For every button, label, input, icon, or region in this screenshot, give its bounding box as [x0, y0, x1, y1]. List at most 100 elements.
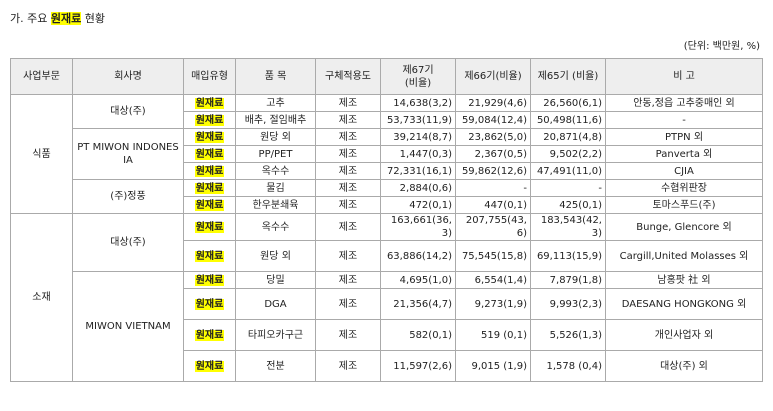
type-cell: 원재료 — [183, 271, 236, 289]
period-67-cell: 4,695(1,0) — [380, 271, 456, 289]
note-cell: 남홍팟 社 외 — [605, 271, 763, 289]
division-cell: 소재 — [10, 213, 73, 382]
table-row: (주)정풍 원재료 물김 제조 2,884(0,6) - - 수협위판장 — [11, 179, 763, 214]
period-65-cell: 26,560(6,1) — [530, 94, 606, 112]
header-period-66: 제66기(비율) — [455, 58, 531, 95]
note-cell: CJIA — [605, 162, 763, 180]
item-cell: 원당 외 — [235, 240, 316, 272]
item-cell: 옥수수 — [235, 162, 316, 180]
header-division: 사업부문 — [10, 58, 73, 95]
item-cell: 당밀 — [235, 271, 316, 289]
table-row: 원재료 전분 제조 11,597(2,6) 9,015 (1,9) 1,578 … — [11, 350, 763, 382]
type-cell: 원재료 — [183, 179, 236, 197]
note-cell: Cargill,United Molasses 외 — [605, 240, 763, 272]
note-cell: 토마스푸드(주) — [605, 196, 763, 214]
period-65-cell: 5,526(1,3) — [530, 319, 606, 351]
period-67-cell: 582(0,1) — [380, 319, 456, 351]
use-cell: 제조 — [315, 350, 381, 382]
type-cell: 원재료 — [183, 94, 236, 112]
table-row: 원재료 옥수수 제조 72,331(16,1) 59,862(12,6) 47,… — [11, 162, 763, 180]
note-cell: DAESANG HONGKONG 외 — [605, 288, 763, 320]
period-66-cell: 9,273(1,9) — [455, 288, 531, 320]
company-cell: MIWON VIETNAM — [72, 271, 184, 382]
period-65-cell: 1,578 (0,4) — [530, 350, 606, 382]
raw-material-table: 사업부문 회사명 매입유형 품 목 구체적용도 제67기 (비율) 제66기(비… — [10, 58, 763, 382]
period-67-cell: 2,884(0,6) — [380, 179, 456, 197]
section-title-highlight: 원재료 — [50, 12, 82, 25]
company-cell: 대상(주) — [72, 213, 184, 272]
period-66-cell: 6,554(1,4) — [455, 271, 531, 289]
type-cell: 원재료 — [183, 111, 236, 129]
table-row: 원재료 DGA 제조 21,356(4,7) 9,273(1,9) 9,993(… — [11, 288, 763, 320]
item-cell: 전분 — [235, 350, 316, 382]
period-67-cell: 21,356(4,7) — [380, 288, 456, 320]
header-row: 사업부문 회사명 매입유형 품 목 구체적용도 제67기 (비율) 제66기(비… — [10, 58, 763, 95]
type-cell: 원재료 — [183, 350, 236, 382]
period-66-cell: 9,015 (1,9) — [455, 350, 531, 382]
use-cell: 제조 — [315, 179, 381, 197]
section-title-prefix: 가. 주요 — [10, 12, 51, 25]
note-cell: 개인사업자 외 — [605, 319, 763, 351]
period-66-cell: 59,862(12,6) — [455, 162, 531, 180]
use-cell: 제조 — [315, 145, 381, 163]
item-cell: DGA — [235, 288, 316, 320]
table-row: 원재료 한우분쇄육 제조 472(0,1) 447(0,1) 425(0,1) … — [11, 196, 763, 214]
use-cell: 제조 — [315, 94, 381, 112]
company-cell: PT MIWON INDONESIA — [72, 128, 184, 180]
period-67-cell: 63,886(14,2) — [380, 240, 456, 272]
period-66-cell: 207,755(43,6) — [455, 213, 531, 241]
use-cell: 제조 — [315, 213, 381, 241]
period-66-cell: - — [455, 179, 531, 197]
type-cell: 원재료 — [183, 145, 236, 163]
table-row: PT MIWON INDONESIA 원재료 원당 외 제조 39,214(8,… — [11, 128, 763, 180]
period-65-cell: 9,502(2,2) — [530, 145, 606, 163]
note-cell: PTPN 외 — [605, 128, 763, 146]
use-cell: 제조 — [315, 128, 381, 146]
section-title: 가. 주요 원재료 현황 — [10, 10, 105, 26]
period-65-cell: 7,879(1,8) — [530, 271, 606, 289]
note-cell: 안동,정읍 고추중매인 외 — [605, 94, 763, 112]
header-type: 매입유형 — [183, 58, 236, 95]
header-period-65: 제65기 (비율) — [530, 58, 606, 95]
use-cell: 제조 — [315, 196, 381, 214]
use-cell: 제조 — [315, 111, 381, 129]
company-cell: 대상(주) — [72, 94, 184, 129]
item-cell: PP/PET — [235, 145, 316, 163]
period-67-cell: 14,638(3,2) — [380, 94, 456, 112]
period-66-cell: 2,367(0,5) — [455, 145, 531, 163]
item-cell: 물김 — [235, 179, 316, 197]
division-cell: 식품 — [10, 94, 73, 214]
note-cell: 대상(주) 외 — [605, 350, 763, 382]
item-cell: 타피오카구근 — [235, 319, 316, 351]
period-67-cell: 1,447(0,3) — [380, 145, 456, 163]
period-65-cell: 47,491(11,0) — [530, 162, 606, 180]
period-67-cell: 11,597(2,6) — [380, 350, 456, 382]
item-cell: 고추 — [235, 94, 316, 112]
use-cell: 제조 — [315, 319, 381, 351]
note-cell: Panverta 외 — [605, 145, 763, 163]
period-67-cell: 472(0,1) — [380, 196, 456, 214]
table-row: 소재 대상(주) 원재료 옥수수 제조 163,661(36,3) 207,75… — [10, 213, 763, 382]
header-company: 회사명 — [72, 58, 184, 95]
header-note: 비 고 — [605, 58, 763, 95]
period-67-cell: 72,331(16,1) — [380, 162, 456, 180]
company-cell: (주)정풍 — [72, 179, 184, 214]
type-cell: 원재료 — [183, 162, 236, 180]
period-65-cell: 183,543(42,3) — [530, 213, 606, 241]
section-title-suffix: 현황 — [81, 12, 105, 25]
period-66-cell: 519 (0,1) — [455, 319, 531, 351]
period-65-cell: 69,113(15,9) — [530, 240, 606, 272]
period-66-cell: 23,862(5,0) — [455, 128, 531, 146]
table-row: 원재료 타피오카구근 제조 582(0,1) 519 (0,1) 5,526(1… — [11, 319, 763, 351]
period-67-cell: 163,661(36,3) — [380, 213, 456, 241]
item-cell: 원당 외 — [235, 128, 316, 146]
use-cell: 제조 — [315, 288, 381, 320]
note-cell: - — [605, 111, 763, 129]
use-cell: 제조 — [315, 240, 381, 272]
note-cell: 수협위판장 — [605, 179, 763, 197]
item-cell: 옥수수 — [235, 213, 316, 241]
type-cell: 원재료 — [183, 213, 236, 241]
header-item: 품 목 — [235, 58, 316, 95]
type-cell: 원재료 — [183, 319, 236, 351]
period-65-cell: 9,993(2,3) — [530, 288, 606, 320]
